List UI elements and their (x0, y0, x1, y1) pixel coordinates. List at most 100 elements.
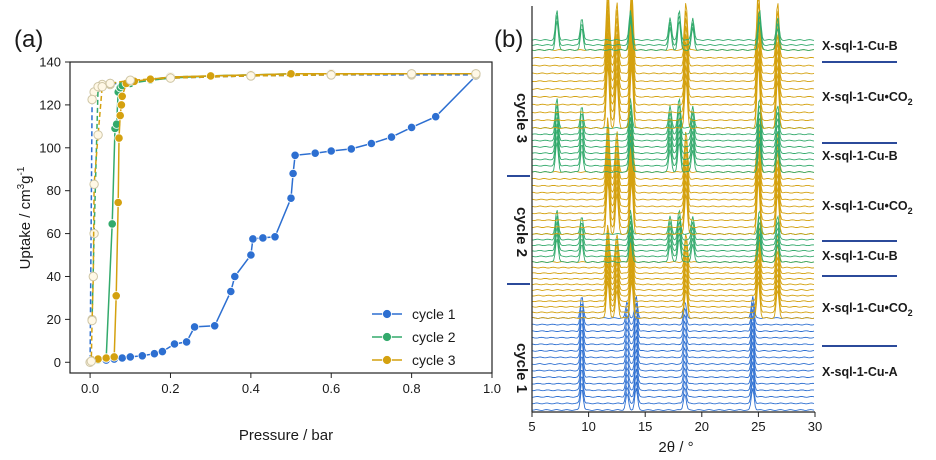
diffraction-pattern (531, 0, 815, 67)
panel-label-b: (b) (494, 26, 523, 53)
data-point (105, 78, 115, 89)
diffraction-pattern (531, 268, 815, 308)
data-point (93, 130, 103, 140)
data-point (230, 271, 240, 282)
diffraction-pattern (531, 235, 814, 275)
data-point (246, 71, 256, 81)
diffraction-pattern (531, 8, 815, 75)
diffraction-pattern (531, 229, 815, 269)
data-point (117, 91, 127, 101)
diffraction-pattern (531, 241, 815, 280)
diffraction-pattern (531, 361, 815, 385)
phase-label: X-sql-1-Cu-B (822, 149, 898, 163)
data-point (182, 337, 192, 347)
diffraction-pattern (531, 328, 815, 352)
diffraction-pattern (531, 9, 815, 41)
diffraction-pattern (531, 103, 815, 136)
x-tick-label: 15 (638, 419, 652, 434)
data-point (248, 234, 258, 244)
data-point (406, 69, 417, 79)
diffraction-pattern (531, 348, 814, 372)
data-point (157, 346, 167, 357)
data-point (107, 219, 117, 229)
diffraction-pattern (531, 164, 815, 222)
diffraction-pattern (531, 257, 815, 297)
data-point (111, 291, 121, 301)
cycle-label: cycle 3 (513, 93, 530, 143)
data-point (210, 321, 220, 331)
phase-label: X-sql-1-Cu-B (822, 39, 898, 53)
data-point (125, 75, 136, 85)
y-tick-label: 20 (47, 312, 61, 327)
data-point (346, 144, 356, 154)
x-tick-label: 10 (581, 419, 595, 434)
data-point (326, 146, 336, 156)
data-point (431, 112, 441, 122)
data-point (169, 339, 180, 349)
diffraction-pattern (531, 116, 815, 148)
legend-label: cycle 1 (412, 306, 456, 322)
phase-label: X-sql-1-Cu•CO2 (822, 199, 913, 216)
data-point (97, 82, 107, 92)
diffraction-pattern (531, 124, 815, 180)
data-point (310, 148, 320, 158)
diffraction-pattern (531, 226, 815, 252)
diffraction-pattern (531, 262, 815, 303)
diffraction-pattern (531, 15, 815, 83)
isotherm-series (85, 69, 481, 367)
diffraction-pattern (532, 368, 815, 392)
data-point (112, 119, 122, 129)
diffraction-pattern (531, 135, 815, 167)
y-tick-label: 40 (47, 269, 61, 284)
diffraction-pattern (532, 55, 815, 122)
legend-label: cycle 2 (412, 329, 456, 345)
diffraction-pattern (531, 32, 815, 98)
data-point (246, 250, 256, 260)
diffraction-pattern (531, 179, 815, 235)
diffraction-pattern (531, 14, 815, 46)
diffraction-pattern (531, 63, 815, 129)
diffraction-pattern (531, 252, 815, 291)
phase-label: X-sql-1-Cu•CO2 (822, 301, 913, 318)
data-point (115, 111, 125, 121)
diffraction-pattern (531, 141, 815, 173)
diffraction-pattern (531, 274, 815, 314)
cycle-label: cycle 2 (513, 207, 530, 257)
data-point (87, 315, 97, 326)
data-point (137, 351, 147, 361)
x-tick-label: 20 (695, 419, 709, 434)
y-tick-label: 120 (39, 97, 61, 112)
diffraction-pattern (531, 374, 815, 398)
data-point (114, 133, 124, 143)
data-point (165, 73, 176, 83)
y-tick-label: 60 (47, 226, 61, 241)
isotherm-plot-frame (69, 61, 493, 374)
data-point (286, 69, 296, 79)
data-point (109, 352, 119, 362)
data-point (117, 353, 127, 363)
series-cycle-2-desorption (87, 69, 481, 325)
x-tick-label: 30 (808, 419, 822, 434)
y-tick-label: 100 (39, 140, 61, 155)
x-tick-label: 5 (528, 419, 535, 434)
diffraction-pattern (531, 0, 815, 59)
diffraction-pattern (531, 381, 815, 405)
diffraction-pattern (531, 24, 815, 90)
isotherm-y-ticks: 0 20 40 60 80 100 120 140 (39, 55, 70, 370)
data-point (206, 71, 216, 81)
data-point (288, 168, 298, 179)
diffraction-pattern (531, 309, 815, 332)
diffraction-pattern (531, 354, 815, 378)
data-point (326, 70, 336, 80)
diffraction-pattern (531, 19, 815, 51)
legend-marker (382, 309, 392, 319)
pattern-block-B (531, 209, 815, 263)
data-point (471, 69, 481, 79)
x-axis-title: Pressure / bar (239, 427, 333, 444)
diffraction-pattern (531, 46, 815, 114)
diffraction-pattern (531, 220, 815, 247)
diffraction-pattern (531, 144, 815, 201)
y-tick-label: 80 (47, 183, 61, 198)
diffraction-pattern (532, 214, 815, 241)
diffraction-pattern (531, 388, 815, 411)
